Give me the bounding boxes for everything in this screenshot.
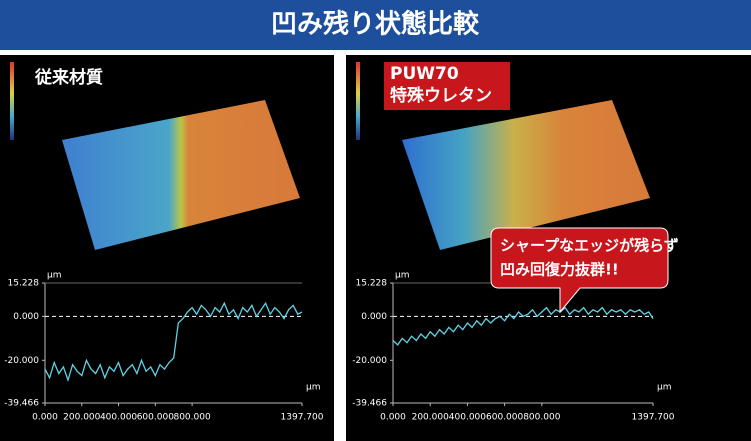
x-tick-label: 400.000 <box>449 413 486 423</box>
color-scale <box>10 62 14 140</box>
callout-text: 凹み回復力抜群!! <box>500 261 619 279</box>
panel-label: PUW70 <box>390 64 459 84</box>
callout-text: シャープなエッジが残らず <box>500 237 679 255</box>
y-tick-label: 0.000 <box>361 312 387 322</box>
x-tick-label: 200.000 <box>412 413 449 423</box>
x-tick-label: 0.000 <box>32 413 58 423</box>
surface-image <box>402 100 650 250</box>
x-tick-label: 200.000 <box>63 413 100 423</box>
y-tick-label: 15.228 <box>356 279 388 289</box>
x-tick-label: 1397.700 <box>632 413 675 423</box>
y-axis-label: μm <box>47 271 62 281</box>
x-tick-label: 600.000 <box>486 413 523 423</box>
profile-line <box>44 301 303 383</box>
y-axis-label: μm <box>395 271 410 281</box>
callout-box <box>490 227 669 314</box>
x-tick-label: 600.000 <box>137 413 174 423</box>
panel <box>0 55 334 441</box>
x-axis-label: μm <box>306 383 321 393</box>
x-axis-label: μm <box>657 383 672 393</box>
color-scale <box>356 62 360 140</box>
y-tick-label: -39.466 <box>352 399 387 409</box>
y-tick-label: -39.466 <box>4 399 39 409</box>
y-tick-label: -20.000 <box>352 356 387 366</box>
surface-image <box>62 100 300 250</box>
header-bar <box>0 0 751 50</box>
panel-label: 従来材質 <box>34 67 103 88</box>
y-tick-label: 15.228 <box>8 279 40 289</box>
x-tick-label: 400.000 <box>100 413 137 423</box>
y-tick-label: 0.000 <box>13 312 39 322</box>
label-box <box>384 62 510 110</box>
header-title: 凹み残り状態比較 <box>271 9 480 40</box>
y-tick-label: -20.000 <box>4 356 39 366</box>
x-tick-label: 800.000 <box>173 413 210 423</box>
x-tick-label: 0.000 <box>380 413 406 423</box>
panel-label: 特殊ウレタン <box>390 85 492 106</box>
x-tick-label: 1397.700 <box>281 413 324 423</box>
x-tick-label: 800.000 <box>523 413 560 423</box>
profile-line <box>392 306 654 346</box>
